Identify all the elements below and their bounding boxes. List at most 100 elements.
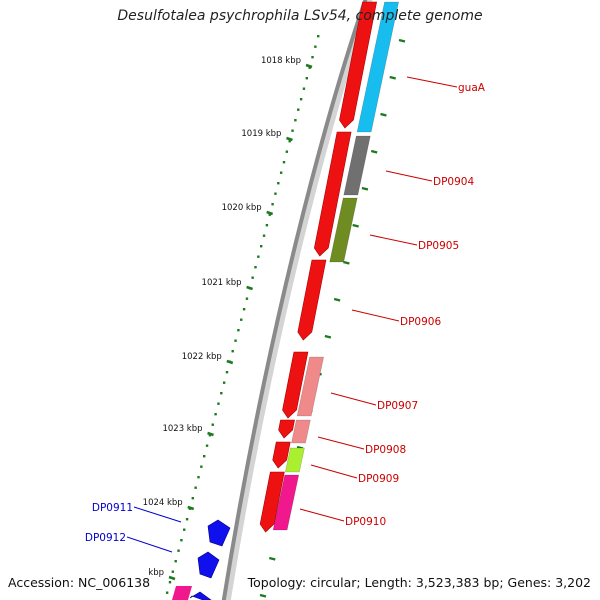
feature-tick <box>259 593 267 598</box>
cds-arrow <box>282 351 309 419</box>
cog-features <box>172 1 399 600</box>
kbp-tick-label: 1021 kbp <box>202 278 242 288</box>
guide-dot <box>305 77 308 80</box>
guide-dot <box>291 129 294 132</box>
guide-dot <box>237 329 240 332</box>
guide-dot <box>165 591 169 594</box>
cog-segment <box>291 419 311 444</box>
kbp-tick-label: 1018 kbp <box>261 56 301 66</box>
guide-dot <box>277 182 280 185</box>
label-leader <box>351 309 400 322</box>
guide-dot <box>279 171 283 174</box>
cog-segment <box>356 1 399 133</box>
guide-dot <box>197 476 200 479</box>
guide-dot <box>180 539 183 542</box>
guide-dot <box>254 266 257 269</box>
guide-dot <box>222 381 226 384</box>
gene-label-dp0909: DP0909 <box>358 473 399 485</box>
guide-dot <box>214 413 217 416</box>
guide-dot <box>168 581 172 584</box>
cds-arrow <box>297 259 327 341</box>
label-leader <box>133 506 182 523</box>
guide-dot <box>271 203 274 206</box>
guide-dot <box>299 98 303 101</box>
kbp-tick-labels: 1018 kbp 1019 kbp 1020 kbp 1021 kbp 1022 kbp… <box>143 56 301 578</box>
label-leader <box>299 508 345 522</box>
cds-arrow <box>339 1 377 129</box>
guide-dot <box>203 455 206 458</box>
cog-segment <box>284 447 305 473</box>
guide-dot <box>288 140 291 143</box>
feature-tick <box>398 38 406 43</box>
kbp-tick <box>187 505 195 511</box>
label-leader <box>317 436 365 450</box>
guide-dot <box>174 560 177 563</box>
guide-dot <box>177 549 180 552</box>
guide-dot <box>185 518 189 521</box>
cds-features <box>189 1 377 600</box>
guide-dot <box>282 161 286 164</box>
guide-dot <box>225 371 229 374</box>
feature-tick <box>324 334 332 339</box>
guide-dot <box>297 108 300 111</box>
guide-dot <box>211 423 214 426</box>
guide-dot <box>240 318 243 321</box>
gene-label-dp0907: DP0907 <box>377 400 418 412</box>
kbp-tick <box>168 575 176 581</box>
kbp-tick <box>266 210 274 216</box>
guide-dot <box>220 392 223 395</box>
guide-dot <box>285 150 289 153</box>
gene-label-dp0911: DP0911 <box>92 502 133 514</box>
reverse-cds-arrow <box>189 591 212 600</box>
guide-dot <box>257 255 260 258</box>
guide-dot <box>317 35 320 38</box>
guide-dot <box>217 402 220 405</box>
guide-dot <box>262 234 266 237</box>
accession-text: Accession: NC_006138 <box>8 575 151 590</box>
kbp-tick <box>286 136 293 142</box>
topology-text: Topology: circular; Length: 3,523,383 bp… <box>247 575 591 590</box>
kbp-tick-label: 1023 kbp <box>162 424 202 434</box>
guide-dot <box>311 56 314 59</box>
reverse-cds-arrow <box>197 551 220 579</box>
guide-dot <box>302 87 306 90</box>
guide-dot <box>245 297 249 300</box>
guide-dot <box>208 434 212 437</box>
feature-tick <box>268 556 276 561</box>
kbp-tick <box>246 285 254 291</box>
feature-tick <box>370 149 378 154</box>
guide-dot <box>234 339 237 342</box>
guide-dot <box>242 308 246 311</box>
label-leader <box>369 234 418 246</box>
guide-dot <box>314 45 317 48</box>
label-leader <box>126 536 173 553</box>
gene-label-dp0912: DP0912 <box>85 532 126 544</box>
cds-arrow <box>314 131 352 257</box>
kbp-tick-label: 1020 kbp <box>222 203 262 213</box>
feature-tick <box>333 297 341 302</box>
kbp-tick <box>226 359 234 365</box>
guide-dot <box>308 66 311 69</box>
gene-labels: guaA DP0904 DP0905 DP0906 DP0907 DP0908 DP0909… <box>85 82 486 544</box>
guide-dot <box>274 192 277 195</box>
backbone-line <box>221 0 368 600</box>
gene-label-dp0906: DP0906 <box>400 316 441 328</box>
kbp-dotted-guide <box>165 35 320 594</box>
backbone-shadow <box>222 0 373 600</box>
guide-dot <box>294 119 297 122</box>
feature-tick <box>380 112 387 117</box>
guide-dot <box>268 213 271 216</box>
cog-segment <box>272 474 300 531</box>
guide-dot <box>183 528 186 531</box>
kbp-tick-label: 1024 kbp <box>143 498 183 508</box>
kbp-tick-label: kbp <box>148 568 164 578</box>
kbp-tick-label: 1019 kbp <box>241 129 281 139</box>
kbp-tick <box>305 63 313 69</box>
feature-tick <box>361 186 369 191</box>
map-title: Desulfotalea psychrophila LSv54, complet… <box>117 8 483 24</box>
cds-arrow <box>259 471 285 533</box>
label-leader <box>310 464 358 479</box>
guide-dot <box>191 497 194 500</box>
feature-tick <box>352 223 359 228</box>
